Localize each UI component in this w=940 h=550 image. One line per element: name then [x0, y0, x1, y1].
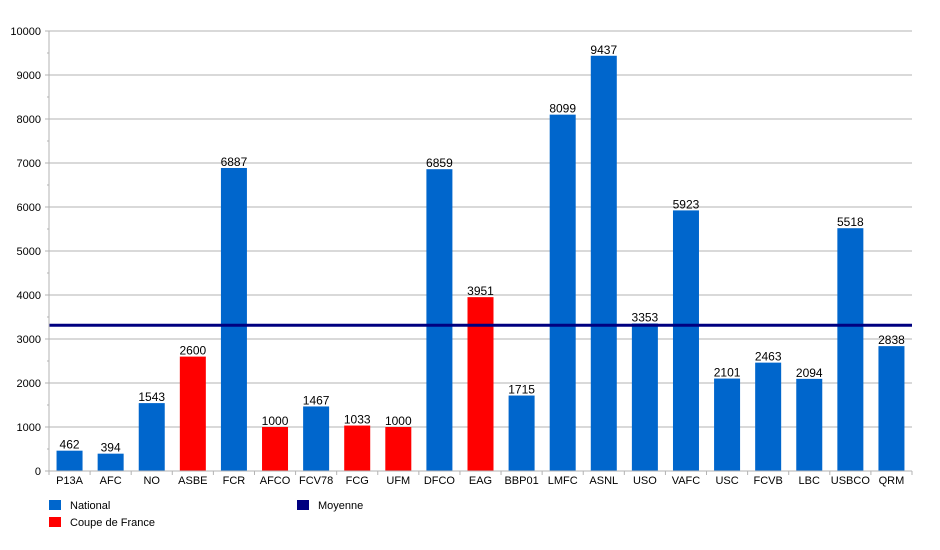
legend-label: Coupe de France [70, 517, 155, 529]
data-label: 1000 [262, 414, 289, 428]
x-tick-label: USO [633, 475, 657, 487]
x-tick-label: LMFC [548, 475, 578, 487]
x-tick-label: USBCO [831, 475, 871, 487]
x-tick-label: FCV78 [299, 475, 333, 487]
y-tick-label: 2000 [17, 378, 41, 390]
bar-fcv78 [303, 406, 330, 471]
y-tick-label: 0 [35, 466, 41, 478]
bar-lmfc [549, 114, 576, 472]
y-tick-label: 3000 [17, 334, 41, 346]
bar-no [138, 403, 165, 471]
data-label: 1000 [385, 414, 412, 428]
legend-swatch [49, 517, 61, 527]
x-tick-label: LBC [799, 475, 820, 487]
axes [48, 31, 912, 472]
x-tick-label: AFCO [260, 475, 291, 487]
x-tick-label: FCG [346, 475, 369, 487]
x-tick-label: ASNL [589, 475, 618, 487]
bar-fcr [220, 167, 247, 472]
data-label: 8099 [549, 102, 576, 116]
data-labels: 462 394 1543 2600 6887 1000 1467 1033 1000 6859 39… [60, 43, 906, 455]
data-label: 462 [60, 438, 80, 452]
bar-dfco [426, 169, 453, 472]
bar-asnl [590, 55, 617, 471]
bar-uso [631, 323, 658, 471]
bar-vafc [672, 210, 699, 471]
x-tick-label: DFCO [424, 475, 456, 487]
data-label: 9437 [590, 43, 617, 57]
data-label: 3353 [632, 310, 659, 324]
bar-afco [262, 427, 289, 471]
y-tick-label: 1000 [17, 422, 41, 434]
legend-label: Moyenne [318, 500, 363, 512]
data-label: 6859 [426, 156, 453, 170]
legend-label: National [70, 500, 110, 512]
x-tick-label: ASBE [178, 475, 207, 487]
legend-swatch [49, 500, 61, 510]
data-label: 2101 [714, 366, 741, 380]
bar-afc [97, 453, 124, 471]
x-tick-label: FCR [223, 475, 246, 487]
x-tick-label: NO [143, 475, 160, 487]
x-tick-label: UFM [386, 475, 410, 487]
data-label: 2463 [755, 350, 782, 364]
y-tick-label: 10000 [10, 26, 41, 38]
bar-asbe [179, 356, 206, 471]
x-tick-label: QRM [879, 475, 905, 487]
data-label: 5518 [837, 215, 864, 229]
y-tick-label: 7000 [17, 158, 41, 170]
data-label: 2094 [796, 366, 823, 380]
x-tick-label: BBP01 [504, 475, 538, 487]
y-tick-label: 4000 [17, 290, 41, 302]
data-label: 1033 [344, 413, 371, 427]
bar-bbp01 [508, 395, 535, 471]
x-tick-label: EAG [469, 475, 492, 487]
x-tick-label: AFC [100, 475, 122, 487]
y-tick-label: 5000 [17, 246, 41, 258]
legend-swatch [297, 500, 309, 510]
bar-usbco [837, 228, 864, 471]
bars [56, 55, 905, 472]
bar-fcg [344, 425, 371, 471]
data-label: 1543 [138, 390, 165, 404]
y-tick-label: 6000 [17, 202, 41, 214]
legend: National Coupe de France Moyenne [49, 500, 363, 529]
bar-ufm [385, 427, 412, 471]
data-label: 2838 [878, 333, 905, 347]
x-axis-ticks: P13A AFC NO ASBE FCR AFCO FCV78 FCG UFM DFCO EAG BB… [48, 471, 913, 487]
data-label: 6887 [221, 155, 248, 169]
data-label: 2600 [179, 344, 206, 358]
bar-lbc [796, 378, 823, 471]
data-label: 1715 [508, 383, 535, 397]
data-label: 5923 [673, 197, 700, 211]
data-label: 394 [101, 441, 121, 455]
data-label: 1467 [303, 393, 330, 407]
x-tick-label: P13A [56, 475, 84, 487]
bar-usc [714, 378, 741, 471]
x-tick-label: FCVB [753, 475, 782, 487]
bar-fcvb [755, 362, 782, 471]
y-tick-label: 9000 [17, 70, 41, 82]
bar-eag [467, 297, 494, 471]
x-tick-label: USC [715, 475, 738, 487]
y-axis-ticks: 0 1000 2000 3000 4000 5000 6000 7000 8000 9000 100… [10, 26, 49, 478]
y-tick-label: 8000 [17, 114, 41, 126]
bar-p13a [56, 450, 83, 471]
x-tick-label: VAFC [672, 475, 701, 487]
data-label: 3951 [467, 284, 494, 298]
bar-qrm [878, 346, 905, 471]
